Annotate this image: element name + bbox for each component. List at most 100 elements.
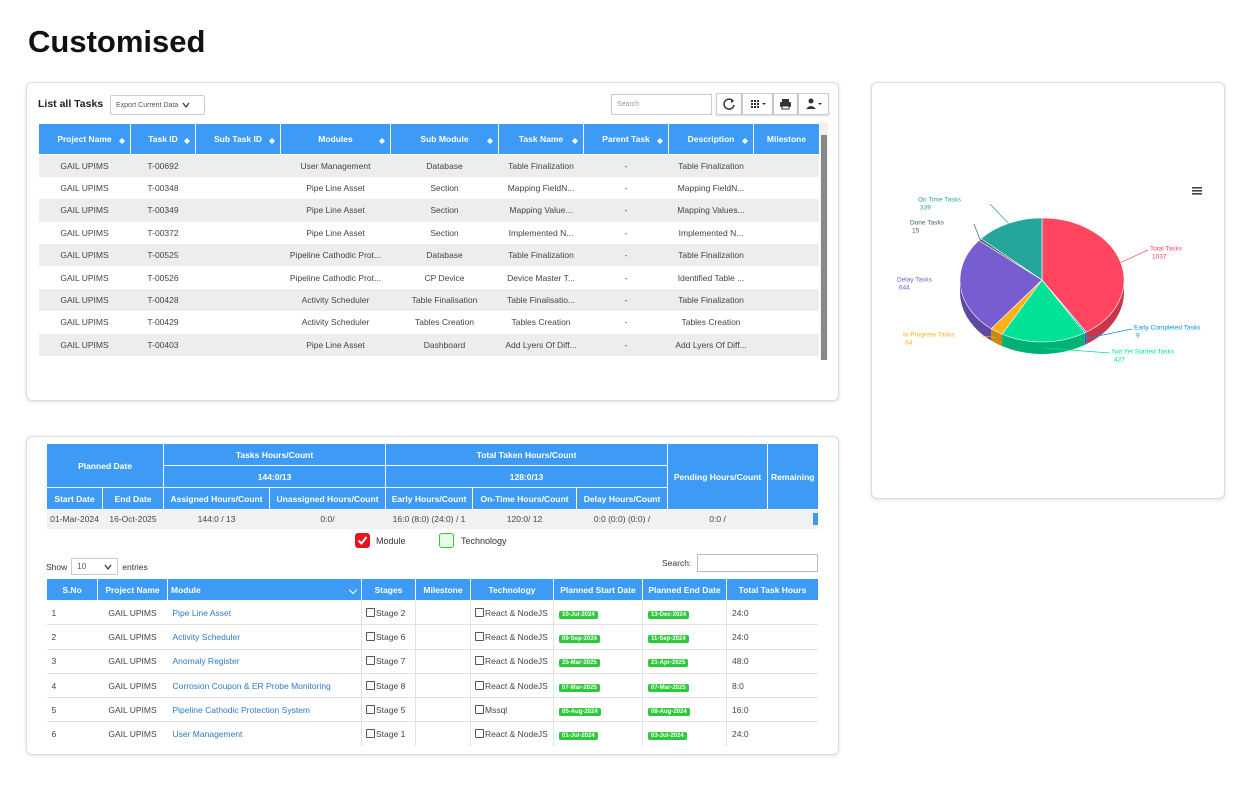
project-row[interactable]: 5 GAIL UPIMS Pipeline Cathodic Protection … (46, 697, 818, 722)
cell: - (583, 333, 669, 357)
stage: Stage 8 (376, 680, 406, 691)
slice-label: On Time Tasks (918, 197, 962, 204)
column-header[interactable]: S.No (46, 578, 98, 601)
checkbox[interactable] (366, 607, 375, 617)
caret (182, 102, 190, 108)
table-search-input[interactable] (697, 554, 818, 572)
module-link[interactable]: Activity Scheduler (167, 624, 362, 650)
cell: GAIL UPIMS (60, 183, 109, 194)
page-size-select[interactable]: 10 (71, 558, 119, 575)
header-row: Planned Date Tasks Hours/Count Total Taken… (46, 443, 818, 510)
legend-module[interactable]: Module (355, 533, 406, 548)
task-row[interactable]: GAIL UPIMS T-00348 Pipe Line Asset Section M… (39, 177, 820, 199)
print-button[interactable] (773, 93, 798, 115)
column-header[interactable]: Milestone (753, 123, 819, 155)
header-row: 144:0/13 128:0/13 (47, 465, 819, 488)
stage: Stage 6 (376, 631, 406, 642)
checkbox[interactable] (475, 704, 484, 714)
checkbox[interactable] (475, 656, 484, 666)
cell (415, 673, 471, 698)
task-row[interactable]: GAIL UPIMS T-00429 Activity Scheduler Table… (39, 311, 820, 333)
checkbox[interactable] (366, 631, 375, 641)
task-table: Project Name Task ID Sub Task ID Modules Sub… (38, 123, 820, 357)
task-table-wrap: Project Name Task ID Sub Task ID Modules Sub… (38, 123, 819, 358)
task-row[interactable]: GAIL UPIMS T-00349 Pipe Line Asset Section M… (38, 199, 819, 222)
scroll-thumb[interactable] (821, 135, 827, 360)
column-header[interactable]: Planned Start Date (553, 578, 643, 601)
date-badge: 10-Jul-2024 (559, 610, 598, 619)
columns-button[interactable] (742, 93, 773, 115)
checkbox[interactable] (366, 704, 375, 714)
module-link[interactable]: Pipe Line Asset (167, 600, 362, 625)
cell: User Management (280, 154, 391, 177)
column-header[interactable]: Stages (361, 578, 416, 601)
legend-technology[interactable]: Technology (439, 533, 507, 548)
cell: 24:0 (732, 631, 749, 642)
export-button[interactable] (798, 93, 829, 115)
header: Planned Date (46, 443, 165, 488)
task-row[interactable]: GAIL UPIMS T-00372 Pipe Line Asset Section I… (39, 222, 820, 244)
project-row[interactable]: 2 GAIL UPIMS Activity Scheduler Stage 6 Reac… (46, 624, 818, 650)
checkbox[interactable] (366, 680, 375, 690)
cell: React & NodeJS (470, 721, 554, 746)
scrollbar (820, 123, 828, 360)
column-header[interactable]: Task Name (498, 123, 584, 155)
menu-icon[interactable] (1192, 187, 1202, 195)
module-link[interactable]: User Management (167, 721, 362, 746)
slice-label: Delay Tasks (897, 277, 933, 284)
search-input[interactable]: Search (611, 94, 712, 115)
column-header[interactable]: Task ID (130, 123, 196, 155)
cell: Section (390, 199, 499, 222)
header-row: Project Name Task ID Sub Task ID Modules Sub… (38, 123, 819, 155)
checkbox[interactable] (475, 729, 484, 739)
column-header[interactable]: Project Name (38, 123, 131, 155)
column-header[interactable]: Total Task Hours (726, 578, 818, 601)
checkbox[interactable] (475, 680, 484, 690)
task-row[interactable]: GAIL UPIMS T-00692 User Management Database… (38, 154, 819, 177)
cell: Pipe Line Asset (306, 227, 365, 238)
slice-label: Early Completed Tasks (1134, 325, 1201, 332)
column-header[interactable]: Project Name (97, 578, 168, 601)
task-row[interactable]: GAIL UPIMS T-00525 Pipeline Cathodic Prot.… (38, 244, 819, 267)
cell: Stage 2 (361, 600, 416, 625)
slice-label: Not Yet Started Tasks (1112, 349, 1175, 356)
column-header[interactable]: Module (167, 578, 362, 601)
cell: 5 (51, 704, 57, 715)
project-row[interactable]: 4 GAIL UPIMS Corrosion Coupon & ER Probe M… (46, 673, 818, 698)
checkbox[interactable] (475, 607, 484, 617)
refresh-button[interactable] (716, 93, 742, 115)
column-header[interactable]: Sub Task ID (195, 123, 281, 155)
task-row[interactable]: GAIL UPIMS T-00403 Pipe Line Asset Dashboar… (38, 333, 819, 357)
column-header[interactable]: Sub Module (390, 123, 499, 155)
column-header[interactable]: Modules (280, 123, 391, 155)
checkbox[interactable] (366, 656, 375, 666)
cell: 2 (51, 631, 57, 642)
module-link[interactable]: Corrosion Coupon & ER Probe Monitoring (167, 673, 362, 698)
summary-table: Planned Date Tasks Hours/Count Total Taken… (46, 443, 818, 529)
column-header[interactable]: Technology (470, 578, 554, 601)
header: Pending Hours/Count (667, 443, 769, 510)
export-select[interactable]: Export Current Data (110, 95, 205, 115)
column-header[interactable]: Parent Task (583, 123, 669, 155)
cell: 4 (51, 680, 57, 691)
checkbox[interactable] (475, 631, 484, 641)
checkbox[interactable] (366, 729, 375, 739)
module-link[interactable]: Anomaly Register (167, 649, 362, 674)
panel-heading: List all Tasks (38, 98, 104, 110)
cell: 0:0/ (269, 509, 386, 529)
column-header[interactable]: Description (668, 123, 754, 155)
module-link[interactable]: Pipeline Cathodic Protection System (167, 697, 362, 722)
cell: 25-Mar-2025 (553, 649, 643, 674)
cell: T-00429 (147, 317, 179, 328)
project-row[interactable]: 6 GAIL UPIMS User Management Stage 1 React &… (46, 721, 818, 746)
column-header[interactable]: Milestone (415, 578, 471, 601)
cell (767, 509, 818, 529)
cell: 13-Dec-2024 (642, 600, 727, 625)
cell: T-00372 (147, 227, 179, 238)
column-header[interactable]: Planned End Date (642, 578, 727, 601)
project-row[interactable]: 1 GAIL UPIMS Pipe Line Asset Stage 2 React &… (46, 600, 818, 625)
entries-label: entries (122, 561, 148, 572)
task-row[interactable]: GAIL UPIMS T-00526 Pipeline Cathodic Prot.… (39, 266, 820, 288)
project-row[interactable]: 3 GAIL UPIMS Anomaly Register Stage 7 React … (46, 649, 818, 674)
task-row[interactable]: GAIL UPIMS T-00428 Activity Scheduler Table… (38, 288, 819, 312)
